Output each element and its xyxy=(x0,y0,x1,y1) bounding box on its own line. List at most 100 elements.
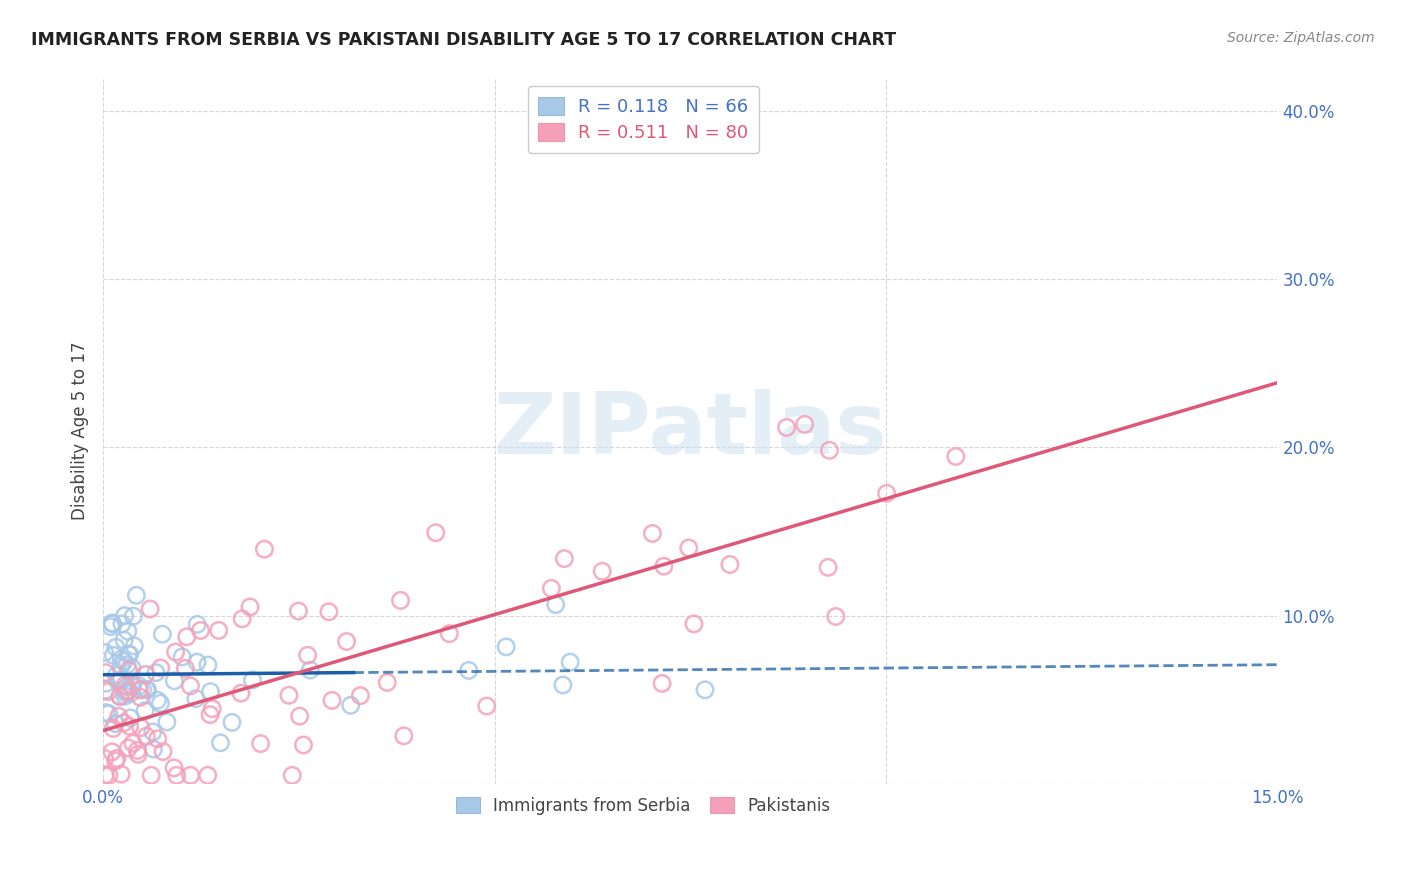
Point xyxy=(105,751,128,765)
Point xyxy=(97,768,120,782)
Point xyxy=(239,599,262,614)
Point xyxy=(134,704,156,718)
Point xyxy=(201,702,224,716)
Point xyxy=(591,564,613,578)
Point xyxy=(775,420,797,434)
Point xyxy=(115,657,138,672)
Point xyxy=(122,639,145,653)
Point xyxy=(229,686,252,700)
Point xyxy=(114,686,136,700)
Point xyxy=(115,680,138,694)
Point xyxy=(94,683,117,698)
Point xyxy=(135,682,157,697)
Point xyxy=(127,743,149,757)
Point xyxy=(641,526,664,541)
Point xyxy=(321,693,343,707)
Point xyxy=(110,673,132,687)
Point xyxy=(149,661,172,675)
Point xyxy=(117,683,139,698)
Point xyxy=(184,691,207,706)
Point xyxy=(103,648,125,663)
Point xyxy=(146,731,169,746)
Point xyxy=(793,417,815,432)
Point xyxy=(197,768,219,782)
Point xyxy=(553,551,575,566)
Point xyxy=(318,605,340,619)
Point xyxy=(118,648,141,662)
Point xyxy=(94,706,117,720)
Point xyxy=(156,714,179,729)
Point xyxy=(112,633,135,648)
Point xyxy=(718,558,741,572)
Point xyxy=(118,719,141,733)
Point xyxy=(142,742,165,756)
Point xyxy=(96,676,118,690)
Point xyxy=(200,684,222,698)
Point xyxy=(544,598,567,612)
Point xyxy=(166,768,188,782)
Point xyxy=(693,682,716,697)
Point xyxy=(114,689,136,703)
Point xyxy=(221,715,243,730)
Legend: Immigrants from Serbia, Pakistanis: Immigrants from Serbia, Pakistanis xyxy=(446,787,841,825)
Point xyxy=(101,616,124,631)
Point xyxy=(108,690,131,704)
Point xyxy=(439,626,461,640)
Point xyxy=(122,736,145,750)
Point xyxy=(231,612,253,626)
Point xyxy=(111,616,134,631)
Point xyxy=(817,560,839,574)
Point xyxy=(287,604,309,618)
Text: Source: ZipAtlas.com: Source: ZipAtlas.com xyxy=(1227,31,1375,45)
Point xyxy=(292,738,315,752)
Point xyxy=(110,652,132,666)
Point xyxy=(339,698,361,713)
Point xyxy=(129,721,152,735)
Point xyxy=(104,716,127,731)
Point xyxy=(112,715,135,730)
Point xyxy=(134,667,156,681)
Point xyxy=(93,645,115,659)
Y-axis label: Disability Age 5 to 17: Disability Age 5 to 17 xyxy=(72,342,89,520)
Point xyxy=(117,624,139,639)
Point xyxy=(375,675,398,690)
Point xyxy=(163,761,186,775)
Point xyxy=(277,688,299,702)
Point xyxy=(142,725,165,739)
Point xyxy=(457,664,479,678)
Point xyxy=(163,673,186,688)
Point xyxy=(104,640,127,655)
Point xyxy=(297,648,319,663)
Point xyxy=(165,645,187,659)
Point xyxy=(101,745,124,759)
Point xyxy=(93,751,115,765)
Point xyxy=(818,443,841,458)
Point xyxy=(97,684,120,698)
Point xyxy=(107,709,129,723)
Point xyxy=(131,682,153,697)
Point xyxy=(120,711,142,725)
Point xyxy=(94,665,117,680)
Point xyxy=(299,663,322,677)
Point xyxy=(105,668,128,682)
Point xyxy=(152,745,174,759)
Point xyxy=(136,682,159,697)
Point xyxy=(209,736,232,750)
Point xyxy=(146,693,169,707)
Point xyxy=(128,682,150,697)
Point xyxy=(176,630,198,644)
Point xyxy=(475,699,498,714)
Point xyxy=(115,685,138,699)
Point xyxy=(683,616,706,631)
Point xyxy=(197,658,219,673)
Point xyxy=(652,559,675,574)
Point xyxy=(110,767,132,781)
Point xyxy=(139,602,162,616)
Point xyxy=(117,741,139,756)
Point xyxy=(198,707,221,722)
Point xyxy=(117,663,139,677)
Point xyxy=(104,754,127,768)
Point xyxy=(389,593,412,607)
Point xyxy=(117,647,139,661)
Point xyxy=(288,709,311,723)
